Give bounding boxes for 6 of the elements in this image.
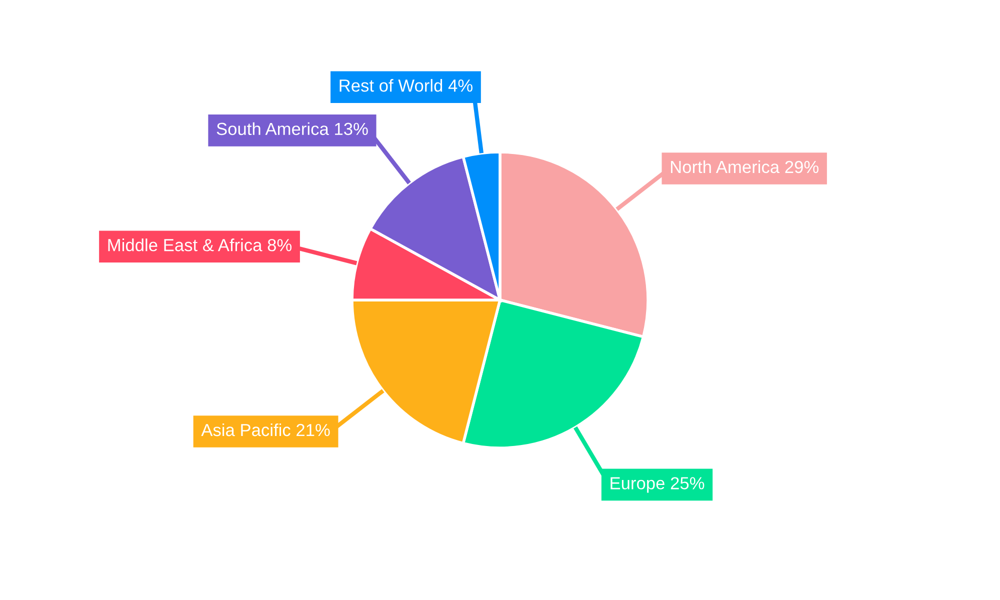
slice-label: Middle East & Africa 8% (108, 238, 292, 252)
slice-label: North America 29% (670, 160, 819, 174)
slice-label: Europe 25% (610, 477, 704, 493)
slice-label: Asia Pacific 21% (201, 423, 330, 436)
slice-label: Rest of World 4% (340, 79, 472, 92)
slice-label: South America 13% (216, 122, 368, 136)
